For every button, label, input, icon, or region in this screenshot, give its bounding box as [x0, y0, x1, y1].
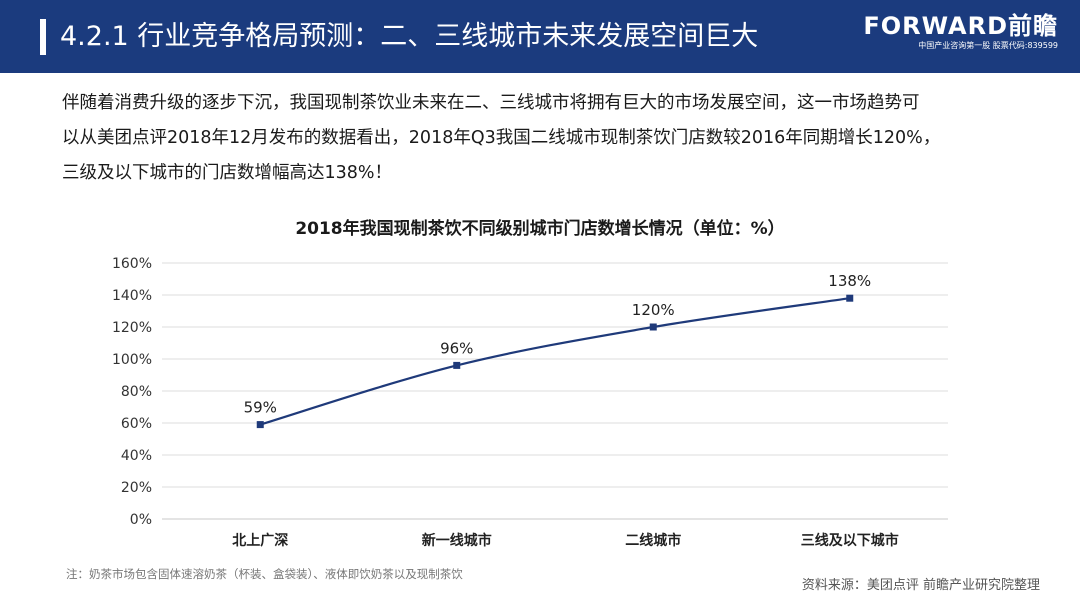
data-point [649, 323, 657, 331]
brand-subtitle: 中国产业咨询第一股 股票代码:839599 [918, 41, 1058, 50]
data-point [453, 361, 461, 369]
y-tick-label: 100% [112, 352, 152, 368]
data-point [256, 421, 264, 429]
x-tick-label: 三线及以下城市 [801, 532, 899, 549]
y-tick-label: 140% [112, 288, 152, 304]
intro-line: 三级及以下城市的门店数增幅高达138%！ [62, 163, 393, 183]
data-point [846, 294, 854, 302]
source-note: 资料来源：美团点评 前瞻产业研究院整理 [801, 578, 1040, 593]
y-tick-label: 0% [130, 512, 152, 528]
y-tick-label: 80% [121, 384, 152, 400]
data-label: 96% [440, 339, 473, 357]
data-label: 138% [828, 272, 871, 290]
y-tick-label: 20% [121, 480, 152, 496]
x-tick-label: 二线城市 [625, 532, 681, 549]
title-accent-bar [40, 19, 46, 55]
y-tick-label: 40% [121, 448, 152, 464]
footnote: 注：奶茶市场包含固体速溶奶茶（杯装、盒袋装）、液体即饮奶茶以及现制茶饮 [66, 567, 463, 581]
intro-paragraph: 伴随着消费升级的逐步下沉，我国现制茶饮业未来在二、三线城市将拥有巨大的市场发展空… [62, 86, 1022, 191]
intro-line: 伴随着消费升级的逐步下沉，我国现制茶饮业未来在二、三线城市将拥有巨大的市场发展空… [62, 93, 920, 113]
y-tick-label: 160% [112, 256, 152, 272]
brand-logo: FORWARD前瞻 中国产业咨询第一股 股票代码:839599 [863, 12, 1058, 52]
chart-title: 2018年我国现制茶饮不同级别城市门店数增长情况（单位：%） [295, 219, 785, 239]
x-tick-label: 新一线城市 [422, 532, 492, 549]
y-tick-label: 120% [112, 320, 152, 336]
data-label: 59% [244, 399, 277, 417]
x-tick-label: 北上广深 [232, 532, 288, 549]
header-bar: 4.2.1 行业竞争格局预测：二、三线城市未来发展空间巨大 FORWARD前瞻 … [0, 0, 1080, 73]
page-title: 4.2.1 行业竞争格局预测：二、三线城市未来发展空间巨大 [60, 21, 759, 52]
brand-name: FORWARD前瞻 [863, 12, 1058, 40]
intro-line: 以从美团点评2018年12月发布的数据看出，2018年Q3我国二线城市现制茶饮门… [62, 128, 941, 148]
series-line [259, 297, 850, 426]
y-tick-label: 60% [121, 416, 152, 432]
data-label: 120% [632, 301, 675, 319]
